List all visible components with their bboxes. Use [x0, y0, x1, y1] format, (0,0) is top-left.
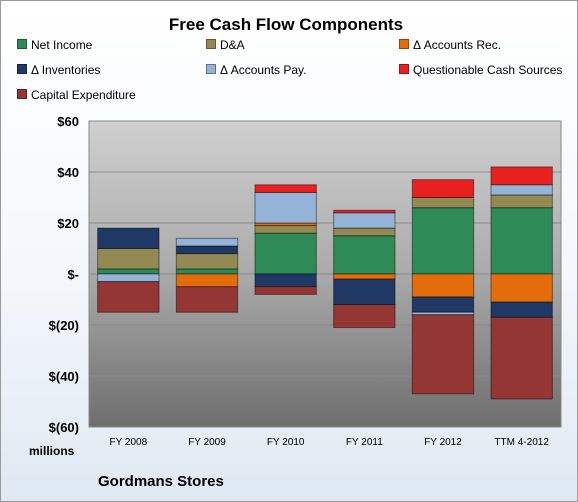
bar-segment	[175, 268, 239, 275]
legend-label: Capital Expenditure	[31, 88, 136, 102]
x-tick-label: TTM 4-2012	[494, 437, 549, 448]
y-tick-label: $60	[57, 114, 79, 129]
bar-segment	[333, 212, 396, 229]
legend-swatch	[17, 39, 27, 49]
legend-label: Δ Accounts Rec.	[413, 38, 502, 52]
bar-segment	[333, 304, 396, 329]
bar-segment	[490, 301, 553, 318]
legend-swatch	[206, 39, 216, 49]
x-tick-label: FY 2010	[267, 437, 305, 448]
bar-segment	[254, 286, 317, 295]
bar-segment	[411, 179, 475, 198]
bar-segment	[490, 194, 553, 209]
y-tick-label: $20	[57, 216, 79, 231]
y-tick-label: $40	[57, 165, 79, 180]
legend-label: Δ Inventories	[31, 63, 101, 77]
bar-segment	[411, 296, 475, 313]
legend-swatch	[206, 64, 216, 74]
bar-segment	[97, 281, 160, 313]
legend-item: D&A	[206, 38, 245, 56]
bar-segment	[333, 227, 396, 237]
x-tick-label: FY 2008	[110, 437, 148, 448]
legend-item: Δ Accounts Pay.	[206, 63, 307, 81]
legend-item: Δ Inventories	[17, 63, 100, 81]
y-tick-label: $(20)	[49, 318, 79, 333]
bar-segment	[254, 191, 317, 224]
bar-segment	[333, 273, 396, 280]
bar-segment	[490, 207, 553, 275]
bar-segment	[490, 316, 553, 400]
chart-title: Free Cash Flow Components	[168, 15, 404, 34]
y-tick-label: $(40)	[49, 369, 79, 384]
bar-segment	[175, 245, 239, 255]
bar-segment	[411, 197, 475, 209]
bar-segment	[411, 314, 475, 395]
bar-segment	[411, 207, 475, 275]
bar-segment	[490, 184, 553, 196]
bar-segment	[175, 273, 239, 288]
legend-item: Capital Expenditure	[17, 88, 136, 106]
bar-segment	[254, 225, 317, 234]
legend-item: Questionable Cash Sources	[399, 63, 562, 81]
legend-label: Questionable Cash Sources	[413, 63, 563, 77]
bar-segment	[97, 227, 160, 250]
bar-segment	[411, 273, 475, 298]
y-axis-title: millions	[29, 444, 75, 458]
legend-swatch	[399, 39, 409, 49]
legend-label: Net Income	[31, 38, 93, 52]
company-name: Gordmans Stores	[98, 473, 224, 490]
bar-segment	[490, 166, 553, 186]
y-tick-label: $(60)	[49, 420, 79, 435]
bar-segment	[254, 184, 317, 193]
bar-segment	[254, 273, 317, 288]
legend-swatch	[17, 89, 27, 99]
legend-label: D&A	[220, 38, 245, 52]
bar-segment	[490, 273, 553, 303]
bar-segment	[97, 248, 160, 270]
bar-segment	[333, 235, 396, 275]
legend-swatch	[399, 64, 409, 74]
x-tick-label: FY 2012	[424, 437, 462, 448]
bar-segment	[97, 268, 160, 275]
x-tick-label: FY 2009	[188, 437, 226, 448]
legend-swatch	[17, 64, 27, 74]
bar-segment	[333, 278, 396, 306]
x-tick-label: FY 2011	[346, 437, 383, 448]
bar-segment	[254, 232, 317, 275]
bar-segment	[97, 273, 160, 283]
bar-segment	[333, 209, 396, 214]
bar-segment	[175, 253, 239, 270]
bar-segment	[175, 237, 239, 247]
legend-item: Δ Accounts Rec.	[399, 38, 501, 56]
legend-label: Δ Accounts Pay.	[220, 63, 307, 77]
legend-item: Net Income	[17, 38, 92, 56]
y-tick-label: $-	[67, 267, 79, 282]
bar-segment	[175, 286, 239, 313]
